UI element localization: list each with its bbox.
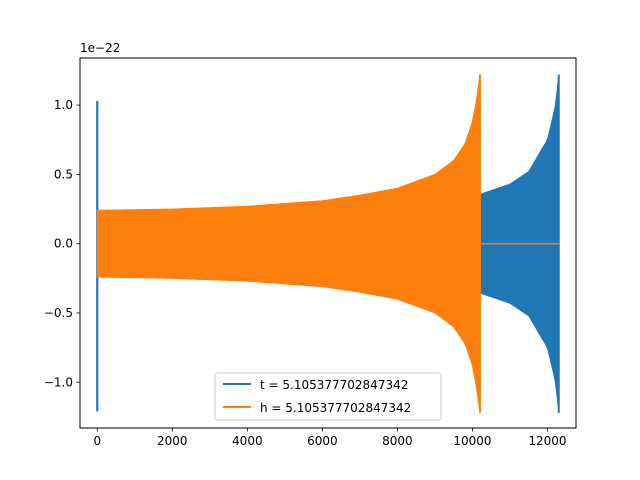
x-axis: 0 2000 4000 6000 8000 10000 12000	[93, 428, 567, 448]
x-tick-label: 4000	[232, 434, 263, 448]
x-tick-label: 6000	[307, 434, 338, 448]
x-tick-label: 8000	[382, 434, 413, 448]
plot-area	[96, 74, 560, 413]
series-1	[96, 74, 560, 413]
x-tick-label: 12000	[528, 434, 566, 448]
y-tick-label: 1.0	[54, 98, 73, 112]
x-tick-label: 0	[93, 434, 101, 448]
x-tick-label: 2000	[157, 434, 188, 448]
legend-box	[214, 372, 442, 421]
y-offset-label: 1e−22	[80, 41, 120, 55]
y-tick-label: −1.0	[44, 375, 73, 389]
x-tick-label: 10000	[453, 434, 491, 448]
y-tick-label: 0.0	[54, 237, 73, 251]
y-tick-label: 0.5	[54, 167, 73, 181]
axes-frame	[79, 57, 577, 429]
legend: t = 5.105377702847342 h = 5.105377702847…	[214, 372, 442, 421]
legend-label-h: h = 5.105377702847342	[260, 401, 411, 415]
y-axis: −1.0 −0.5 0.0 0.5 1.0	[44, 98, 80, 389]
legend-label-t: t = 5.105377702847342	[260, 378, 408, 392]
y-tick-label: −0.5	[44, 306, 73, 320]
series-1-oscillation-band	[96, 74, 481, 413]
